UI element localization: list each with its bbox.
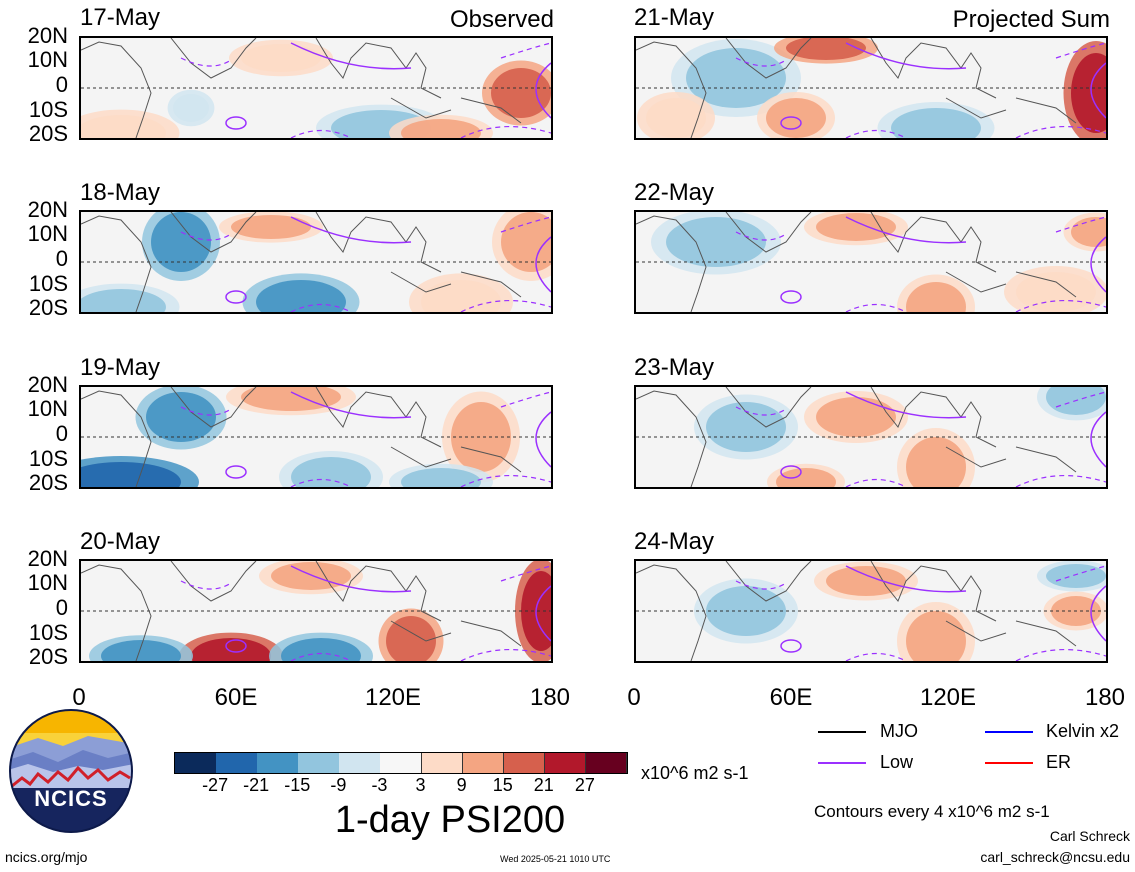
legend-line-low [818, 762, 866, 764]
lon-label-120e-left: 120E [364, 684, 422, 711]
colorbar-swatch [216, 753, 258, 773]
panel-date-4: 20-May [80, 528, 161, 555]
colorbar [174, 752, 628, 774]
lat-label-10s-row4: 10S [28, 620, 68, 645]
lon-label-0-right: 0 [627, 684, 641, 711]
lat-label-20s-row1: 20S [28, 121, 68, 146]
colorbar-tick-label: 21 [533, 775, 554, 795]
lat-label-20n-row3: 20N [27, 372, 68, 397]
author-email: carl_schreck@ncsu.edu [980, 849, 1130, 865]
lat-label-10s-row1: 10S [28, 97, 68, 122]
lon-label-120e-right: 120E [919, 684, 977, 711]
colorbar-tick-label: -27 [202, 775, 229, 795]
colorbar-units: x10^6 m2 s-1 [641, 763, 749, 783]
lat-label-20n-row1: 20N [27, 23, 68, 48]
panel-date-2: 18-May [80, 179, 161, 206]
legend-line-er [985, 762, 1033, 764]
colorbar-tick-label: 3 [415, 775, 426, 795]
map-panel-23-may [634, 385, 1108, 489]
lat-label-20s-row4: 20S [28, 644, 68, 669]
lat-label-10s-row2: 10S [28, 271, 68, 296]
colorbar-tick-label: -15 [284, 775, 311, 795]
lat-label-20n-row2: 20N [27, 197, 68, 222]
panel-tag-projected: Projected Sum [952, 6, 1110, 33]
colorbar-tick-label: 27 [574, 775, 595, 795]
author-name: Carl Schreck [1049, 828, 1130, 844]
map-panel-21-may [634, 36, 1108, 140]
lat-label-20s-row2: 20S [28, 295, 68, 320]
map-panel-18-may [79, 210, 553, 314]
lat-label-eq-row1: 0 [55, 72, 68, 97]
colorbar-swatch [462, 753, 505, 773]
lat-label-20n-row4: 20N [27, 546, 68, 571]
website-link[interactable]: ncics.org/mjo [5, 849, 88, 865]
colorbar-swatch [380, 753, 423, 773]
colorbar-tick-label: -21 [243, 775, 270, 795]
lon-label-0-left: 0 [72, 684, 86, 711]
contour-note: Contours every 4 x10^6 m2 s-1 [814, 802, 1050, 821]
ncics-logo [8, 708, 134, 834]
legend-line-kelvin [985, 731, 1033, 733]
lat-label-10n-row1: 10N [27, 47, 68, 72]
colorbar-swatch [298, 753, 340, 773]
panel-date-3: 19-May [80, 354, 161, 381]
colorbar-tick-label: 9 [456, 775, 467, 795]
map-panel-20-may [79, 559, 553, 663]
legend-label-er: ER [1046, 752, 1072, 772]
ncics-logo-text: NCICS [34, 786, 108, 811]
colorbar-swatch [175, 753, 217, 773]
lat-label-eq-row2: 0 [55, 246, 68, 271]
map-panel-17-may [79, 36, 553, 140]
colorbar-swatch [585, 753, 628, 773]
plot-title: 1-day PSI200 [334, 799, 566, 841]
lat-label-10n-row4: 10N [27, 570, 68, 595]
panel-date-6: 22-May [634, 179, 715, 206]
legend-label-kelvin: Kelvin x2 [1046, 721, 1120, 741]
legend-label-mjo: MJO [880, 721, 918, 741]
panel-date-8: 24-May [634, 528, 715, 555]
map-panel-24-may [634, 559, 1108, 663]
timestamp: Wed 2025-05-21 1010 UTC [500, 854, 611, 864]
lat-label-eq-row3: 0 [55, 421, 68, 446]
colorbar-tick-label: 15 [492, 775, 513, 795]
map-panel-19-may [79, 385, 553, 489]
panel-date-1: 17-May [80, 4, 161, 31]
colorbar-tick-label: -3 [371, 775, 388, 795]
colorbar-swatch [421, 753, 464, 773]
panel-date-7: 23-May [634, 354, 715, 381]
colorbar-swatch [339, 753, 381, 773]
map-panel-22-may [634, 210, 1108, 314]
colorbar-swatch [544, 753, 587, 773]
lat-label-10n-row2: 10N [27, 221, 68, 246]
lon-label-180-left: 180 [529, 684, 571, 711]
lon-label-180-right: 180 [1084, 684, 1126, 711]
colorbar-tick-label: -9 [330, 775, 347, 795]
lat-label-10s-row3: 10S [28, 446, 68, 471]
legend-line-mjo [818, 731, 866, 733]
colorbar-swatch [257, 753, 299, 773]
panel-date-5: 21-May [634, 4, 715, 31]
colorbar-swatch [503, 753, 546, 773]
legend-label-low: Low [880, 752, 914, 772]
lat-label-20s-row3: 20S [28, 470, 68, 495]
panel-tag-observed: Observed [449, 6, 554, 33]
lon-label-60e-left: 60E [214, 684, 258, 711]
lon-label-60e-right: 60E [769, 684, 813, 711]
lat-label-10n-row3: 10N [27, 396, 68, 421]
lat-label-eq-row4: 0 [55, 595, 68, 620]
